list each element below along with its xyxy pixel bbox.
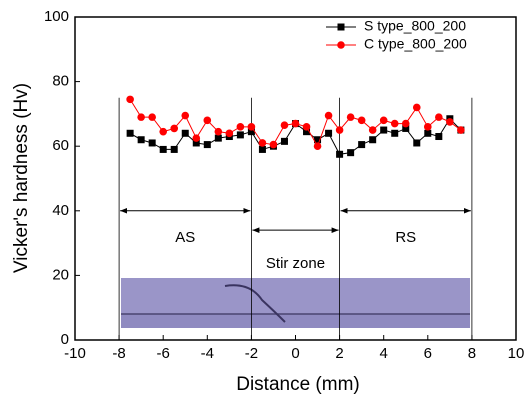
data-point <box>237 131 244 138</box>
x-tick-label: 0 <box>291 345 299 362</box>
data-point <box>181 112 189 120</box>
data-point <box>138 136 145 143</box>
data-point <box>248 123 256 131</box>
data-point <box>281 138 288 145</box>
y-tick-label: 20 <box>52 266 69 283</box>
data-point <box>380 127 387 134</box>
data-point <box>435 133 442 140</box>
x-tick-label: -8 <box>112 345 125 362</box>
data-point <box>127 130 134 137</box>
legend-marker <box>338 24 345 31</box>
data-point <box>159 128 167 136</box>
data-point <box>391 120 399 128</box>
x-tick-label: 4 <box>380 345 388 362</box>
x-axis-title: Distance (mm) <box>236 374 360 395</box>
micrograph-plate <box>121 278 470 314</box>
data-point <box>149 139 156 146</box>
data-point <box>192 134 200 142</box>
data-point <box>126 96 134 104</box>
data-point <box>325 112 333 120</box>
data-point <box>336 126 344 134</box>
x-tick-label: 2 <box>335 345 343 362</box>
data-point <box>413 104 421 112</box>
annotation-label: RS <box>395 229 416 246</box>
legend-label: C type_800_200 <box>364 36 467 52</box>
x-tick-label: -4 <box>201 345 214 362</box>
legend-label: S type_800_200 <box>364 18 466 34</box>
data-point <box>182 130 189 137</box>
data-point <box>160 146 167 153</box>
x-tick-label: -6 <box>157 345 170 362</box>
x-tick-label: 8 <box>468 345 476 362</box>
data-point <box>435 113 443 121</box>
x-tick-label: 10 <box>508 345 525 362</box>
data-point <box>380 117 388 125</box>
data-point <box>270 141 278 149</box>
data-point <box>204 117 212 125</box>
y-tick-label: 80 <box>52 73 69 90</box>
data-point <box>413 139 420 146</box>
x-tick-label: -2 <box>245 345 258 362</box>
data-point <box>215 128 223 136</box>
data-point <box>457 126 465 134</box>
data-point <box>259 139 267 147</box>
data-point <box>347 113 355 121</box>
data-point <box>446 118 454 126</box>
legend-marker <box>337 41 345 49</box>
data-point <box>358 117 366 125</box>
data-point <box>358 141 365 148</box>
y-tick-label: 100 <box>44 8 69 25</box>
data-point <box>259 146 266 153</box>
x-tick-label: 6 <box>424 345 432 362</box>
data-point <box>347 149 354 156</box>
y-axis-title: Vicker's hardness (Hv) <box>11 83 32 273</box>
data-point <box>226 129 234 137</box>
data-point <box>237 123 245 131</box>
chart: Distance (mm) Vicker's hardness (Hv) -10… <box>0 0 531 399</box>
micrograph <box>121 278 470 328</box>
data-point <box>391 130 398 137</box>
data-point <box>303 123 311 131</box>
data-point <box>148 113 156 121</box>
data-point <box>292 120 300 128</box>
data-point <box>281 121 289 129</box>
data-point <box>314 142 322 150</box>
data-point <box>424 130 431 137</box>
data-point <box>170 125 178 133</box>
data-point <box>325 130 332 137</box>
data-point <box>402 120 410 128</box>
data-point <box>204 141 211 148</box>
y-tick-label: 40 <box>52 202 69 219</box>
data-point <box>215 135 222 142</box>
data-point <box>369 126 377 134</box>
y-tick-label: 60 <box>52 137 69 154</box>
data-point <box>171 146 178 153</box>
data-point <box>137 113 145 121</box>
annotation-label: AS <box>175 229 195 246</box>
y-tick-label: 0 <box>61 331 69 348</box>
annotation-label: Stir zone <box>266 255 325 272</box>
data-point <box>369 136 376 143</box>
data-point <box>336 151 343 158</box>
data-point <box>424 123 432 131</box>
